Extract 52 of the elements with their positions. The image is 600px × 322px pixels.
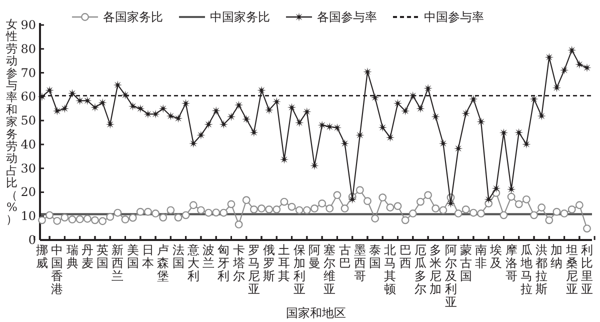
x-tick-label: 塞尔维亚 — [324, 243, 336, 296]
x-tick-label: 泰国 — [369, 243, 382, 270]
x-tick-label: 坦桑尼亚 — [564, 243, 578, 296]
x-tick-label: 古巴 — [338, 243, 351, 270]
x-tick-label: 阿曼 — [308, 243, 320, 270]
x-tick-label: 厄瓜多尔 — [414, 243, 426, 296]
y-tick-label: 50 — [20, 114, 36, 128]
x-tick-label: 阿尔及利亚 — [444, 243, 457, 309]
x-tick-label: 匈牙利 — [218, 243, 230, 283]
y-tick-label: 30 — [20, 161, 36, 176]
x-tick-label: 法国 — [172, 243, 184, 270]
y-tick-label: 80 — [20, 42, 36, 56]
x-tick-label: 保加利亚 — [293, 243, 306, 296]
x-tick-label: 瑞典 — [66, 243, 78, 270]
x-tick-label: 多米尼加 — [430, 243, 442, 296]
x-tick-label: 丹麦 — [81, 243, 94, 270]
x-tick-label: 俄罗斯 — [263, 243, 276, 283]
x-tick-label: 波兰 — [202, 243, 215, 270]
x-tick-label: 中国香港 — [51, 243, 64, 296]
x-tick-label: 摩洛哥 — [505, 243, 518, 283]
x-tick-label: 美国 — [126, 243, 139, 270]
legend-label: 中国参与率 — [424, 10, 484, 24]
x-tick-label: 土耳其 — [278, 243, 290, 283]
x-tick-label: 加纳 — [550, 243, 563, 270]
x-tick-label: 巴西 — [399, 243, 412, 270]
legend-label: 各国参与率 — [317, 10, 377, 24]
legend-label: 各国家务比 — [103, 10, 163, 24]
x-tick-label: 瓜地马拉 — [519, 243, 532, 296]
x-tick-label: 卢森堡 — [157, 243, 170, 283]
x-tick-label: 蒙古国 — [460, 243, 472, 283]
x-tick-label: 新西兰 — [112, 243, 124, 283]
text: 女性劳动参与率和家务劳动占比（%） — [6, 17, 18, 226]
x-tick-label: 日本 — [142, 243, 154, 270]
x-axis-title: 国家和地区 — [286, 306, 346, 320]
y-tick-label: 20 — [20, 185, 36, 200]
x-tick-label: 罗马尼亚 — [248, 243, 260, 296]
y-tick-label: 90 — [20, 18, 36, 32]
x-tick-label: 南非 — [475, 243, 488, 270]
x-tick-label: 利比里亚 — [581, 243, 593, 296]
x-tick-label: 挪威 — [36, 243, 48, 270]
y-tick-label: 40 — [20, 137, 36, 152]
legend-label: 中国家务比 — [210, 10, 270, 24]
y-tick-label: 70 — [20, 66, 36, 80]
x-tick-label: 墨西哥 — [354, 243, 366, 283]
y-tick-label: 10 — [20, 209, 36, 224]
x-tick-label: 埃及 — [489, 243, 502, 270]
x-tick-label: 意大利 — [186, 243, 200, 283]
x-tick-label: 北马其顿 — [384, 243, 396, 296]
x-tick-label: 卡塔尔 — [232, 243, 245, 283]
x-tick-label: 英国 — [96, 243, 109, 270]
y-tick-label: 60 — [20, 90, 36, 104]
x-tick-label: 洪都拉斯 — [536, 243, 548, 296]
